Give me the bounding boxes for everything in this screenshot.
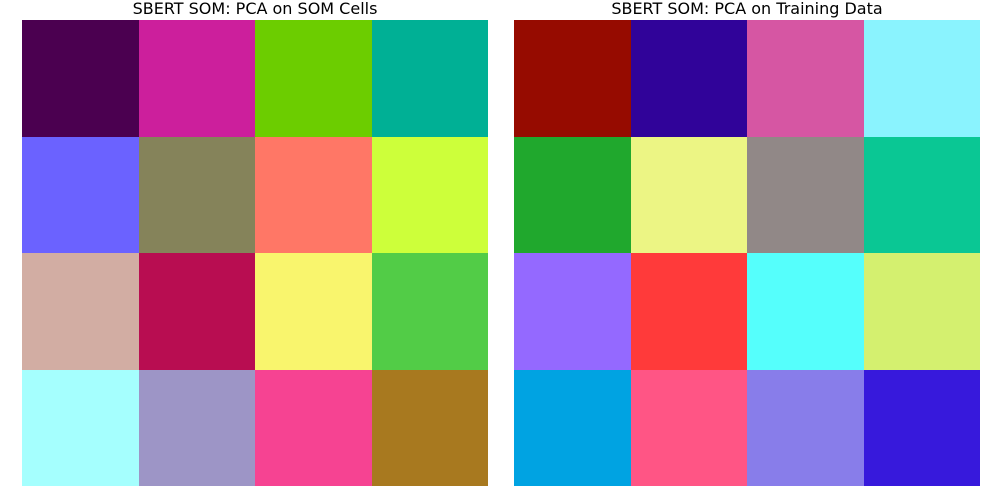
heatmap-cell-r2-c2 xyxy=(255,253,372,370)
heatmap-cell-r2-c0 xyxy=(22,253,139,370)
heatmap-cell-r1-c0 xyxy=(514,136,631,253)
heatmap-cell-r2-c1 xyxy=(630,253,747,370)
heatmap-cell-r0-c3 xyxy=(863,20,980,137)
heatmap-cell-r3-c3 xyxy=(863,369,980,486)
som-cells-grid xyxy=(22,20,488,486)
heatmap-cell-r1-c3 xyxy=(371,136,488,253)
training-data-chart: SBERT SOM: PCA on Training Data xyxy=(514,0,980,500)
heatmap-cell-r0-c3 xyxy=(371,20,488,137)
heatmap-cell-r0-c2 xyxy=(747,20,864,137)
heatmap-cell-r3-c3 xyxy=(371,369,488,486)
training-data-grid xyxy=(514,20,980,486)
heatmap-cell-r0-c0 xyxy=(22,20,139,137)
heatmap-cell-r2-c3 xyxy=(863,253,980,370)
heatmap-cell-r3-c1 xyxy=(138,369,255,486)
heatmap-cell-r3-c0 xyxy=(22,369,139,486)
heatmap-cell-r1-c1 xyxy=(138,136,255,253)
heatmap-cell-r3-c0 xyxy=(514,369,631,486)
som-cells-chart: SBERT SOM: PCA on SOM Cells xyxy=(22,0,488,500)
heatmap-cell-r1-c1 xyxy=(630,136,747,253)
heatmap-cell-r2-c2 xyxy=(747,253,864,370)
heatmap-cell-r3-c2 xyxy=(747,369,864,486)
heatmap-cell-r1-c2 xyxy=(255,136,372,253)
heatmap-cell-r1-c2 xyxy=(747,136,864,253)
heatmap-cell-r2-c0 xyxy=(514,253,631,370)
heatmap-cell-r0-c0 xyxy=(514,20,631,137)
heatmap-cell-r0-c2 xyxy=(255,20,372,137)
heatmap-cell-r1-c3 xyxy=(863,136,980,253)
heatmap-cell-r2-c1 xyxy=(138,253,255,370)
heatmap-cell-r3-c2 xyxy=(255,369,372,486)
heatmap-cell-r2-c3 xyxy=(371,253,488,370)
heatmap-cell-r1-c0 xyxy=(22,136,139,253)
chart-title: SBERT SOM: PCA on SOM Cells xyxy=(132,0,378,18)
heatmap-cell-r0-c1 xyxy=(630,20,747,137)
heatmap-cell-r0-c1 xyxy=(138,20,255,137)
chart-title: SBERT SOM: PCA on Training Data xyxy=(611,0,883,18)
heatmap-cell-r3-c1 xyxy=(630,369,747,486)
